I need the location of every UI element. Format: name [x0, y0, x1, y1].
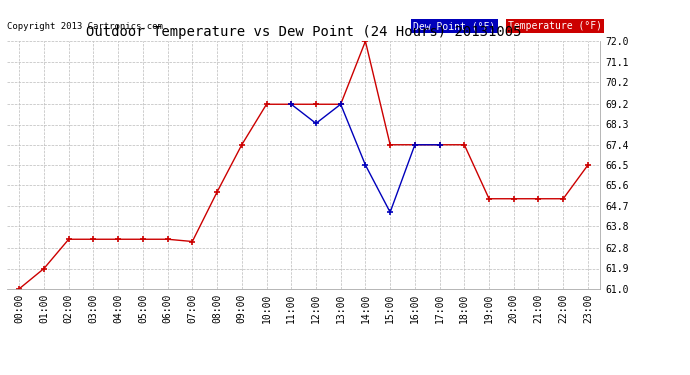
- Text: Temperature (°F): Temperature (°F): [509, 21, 602, 32]
- Text: Dew Point (°F): Dew Point (°F): [413, 21, 495, 32]
- Title: Outdoor Temperature vs Dew Point (24 Hours) 20131005: Outdoor Temperature vs Dew Point (24 Hou…: [86, 25, 522, 39]
- Text: Copyright 2013 Cartronics.com: Copyright 2013 Cartronics.com: [7, 22, 163, 32]
